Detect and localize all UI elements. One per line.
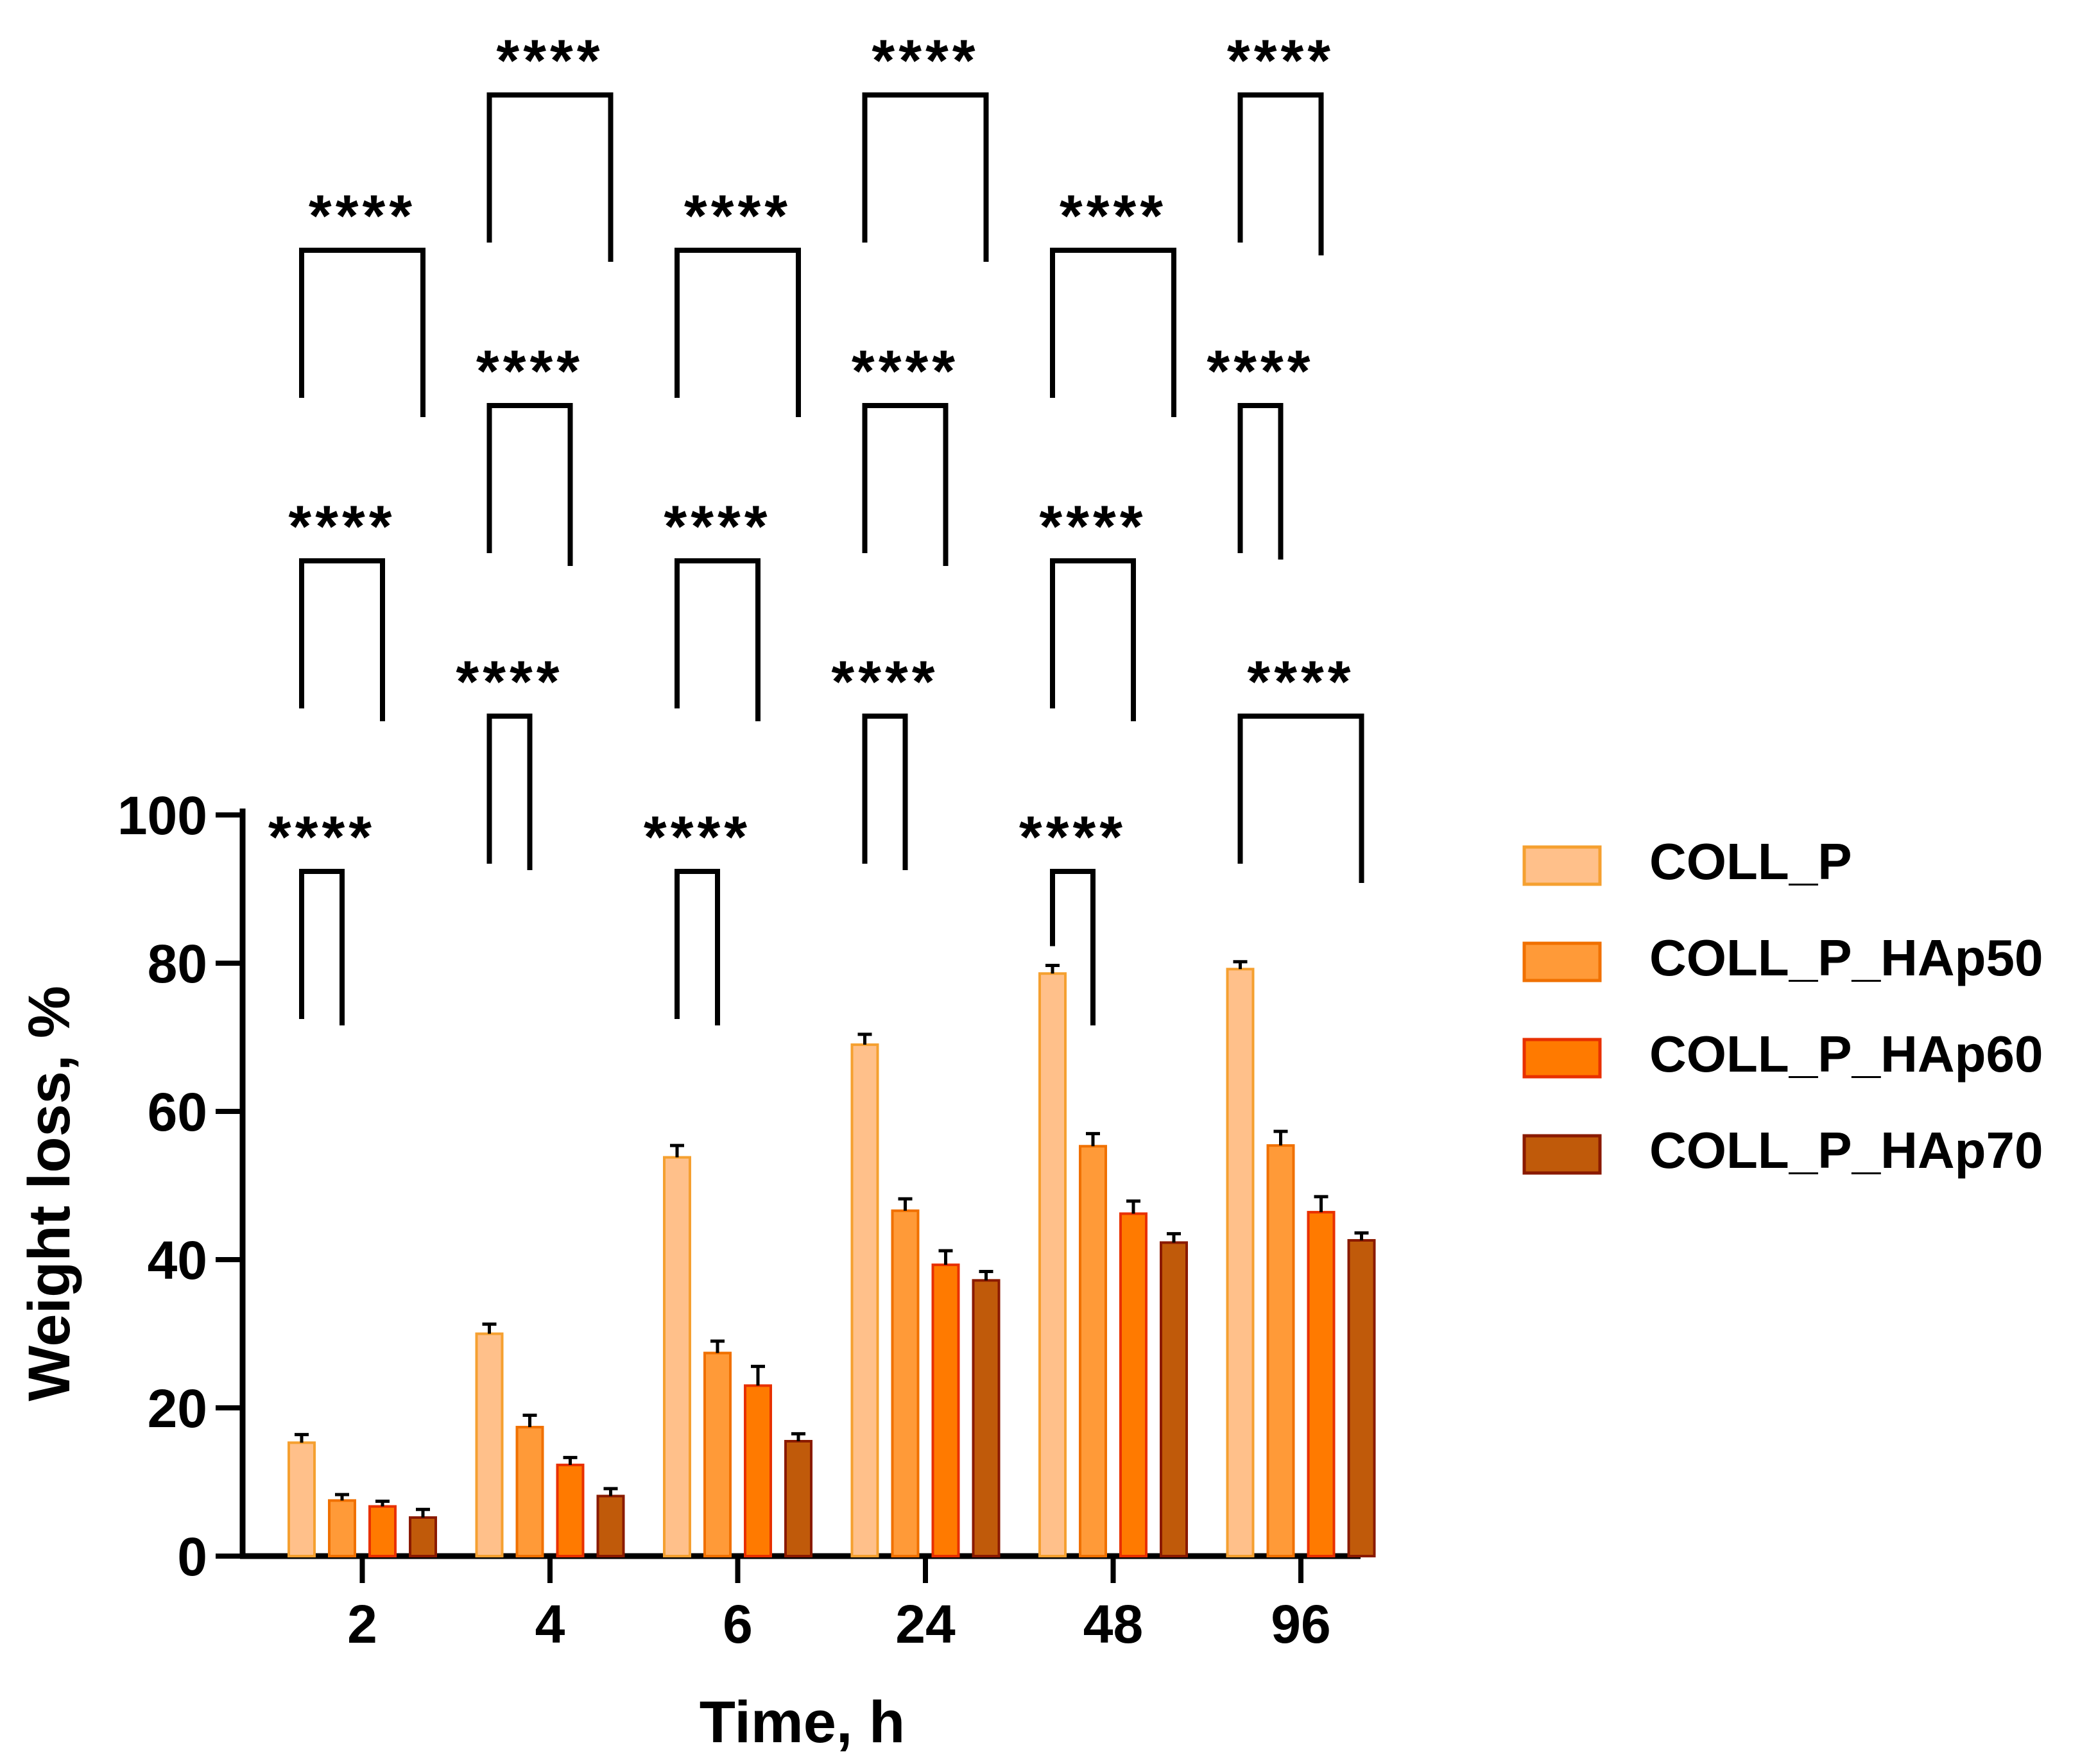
- significance-bracket: [486, 92, 614, 262]
- y-tick-label: 0: [177, 1527, 207, 1587]
- bar: [891, 1209, 920, 1557]
- bar: [1266, 1144, 1295, 1557]
- significance-label: ****: [1019, 805, 1126, 870]
- bar: [744, 1384, 772, 1558]
- y-tick-label: 60: [148, 1082, 207, 1142]
- legend: COLL_P COLL_P_HAp50 COLL_P_HAp60 COLL_P_HAp…: [1522, 833, 2043, 1179]
- bar: [784, 1439, 812, 1558]
- bar: [1038, 972, 1067, 1558]
- significance-label: ****: [1247, 649, 1354, 715]
- significance-bracket: [486, 403, 573, 566]
- x-axis-title: Time, h: [700, 1690, 905, 1755]
- legend-label: COLL_P_HAp50: [1649, 929, 2043, 986]
- bar: [703, 1351, 732, 1558]
- bar: [288, 1441, 316, 1557]
- bar: [972, 1279, 1001, 1557]
- significance-bracket: [862, 403, 949, 566]
- bar: [328, 1499, 356, 1557]
- significance-label: ****: [1039, 494, 1146, 560]
- bar: [1307, 1211, 1336, 1557]
- significance-bracket: [862, 92, 989, 262]
- significance-bracket: [299, 869, 345, 1025]
- significance-bracket: [1050, 558, 1136, 721]
- y-tick-label: 20: [148, 1378, 207, 1439]
- legend-label: COLL_P_HAp70: [1649, 1122, 2043, 1179]
- legend-swatch: [1522, 941, 1602, 982]
- bar: [1226, 968, 1255, 1557]
- significance-label: ****: [456, 649, 563, 715]
- significance-bracket: [1237, 403, 1284, 560]
- significance-label: ****: [1227, 28, 1334, 94]
- bar: [663, 1156, 691, 1557]
- legend-swatch: [1522, 1038, 1602, 1079]
- significance-label: ****: [852, 339, 959, 404]
- significance-bracket: [675, 248, 801, 417]
- significance-label: ****: [476, 339, 583, 404]
- bar: [368, 1505, 397, 1557]
- significance-bracket: [1050, 869, 1096, 1025]
- bar: [1119, 1212, 1147, 1557]
- x-tick-label: 4: [535, 1594, 565, 1654]
- significance-label: ****: [872, 28, 979, 94]
- y-tick-label: 80: [148, 934, 207, 994]
- bar: [931, 1263, 960, 1557]
- significance-bracket: [1237, 92, 1324, 255]
- significance-bracket: [862, 714, 908, 870]
- significance-bracket: [299, 558, 385, 721]
- bar: [1160, 1241, 1188, 1558]
- bar: [409, 1516, 437, 1557]
- bar: [596, 1494, 625, 1558]
- bar: [850, 1043, 879, 1558]
- legend-label: COLL_P_HAp60: [1649, 1025, 2043, 1083]
- x-tick-label: 24: [895, 1594, 956, 1654]
- significance-label: ****: [309, 184, 416, 249]
- legend-swatch: [1522, 1134, 1602, 1175]
- legend-swatch: [1522, 845, 1602, 886]
- significance-label: ****: [644, 805, 751, 870]
- significance-bracket: [1237, 714, 1364, 883]
- x-tick-label: 6: [723, 1594, 753, 1654]
- significance-bracket: [675, 558, 761, 721]
- significance-label: ****: [288, 494, 395, 560]
- significance-label: ****: [1060, 184, 1167, 249]
- significance-label: ****: [684, 184, 791, 249]
- x-tick-label: 2: [347, 1594, 377, 1654]
- bar: [1079, 1145, 1107, 1558]
- bars: [288, 968, 1376, 1558]
- y-axis-title: Weight loss, %: [17, 986, 82, 1401]
- y-tick-label: 40: [148, 1230, 207, 1290]
- error-bars: [295, 960, 1369, 1518]
- significance-bracket: [675, 869, 720, 1025]
- significance-bracket: [486, 714, 533, 870]
- significance-brackets: **** **** **** **** **** **** **** **** **** ****…: [268, 28, 1364, 1025]
- significance-label: ****: [496, 28, 603, 94]
- significance-label: ****: [664, 494, 771, 560]
- significance-label: ****: [831, 649, 938, 715]
- y-tick-label: 100: [117, 785, 207, 846]
- bar: [515, 1426, 544, 1558]
- significance-label: ****: [268, 805, 375, 870]
- x-tick-label: 96: [1271, 1594, 1330, 1654]
- x-tick-label: 48: [1083, 1594, 1143, 1654]
- significance-bracket: [1050, 248, 1176, 417]
- legend-label: COLL_P: [1649, 833, 1852, 890]
- bar: [556, 1463, 585, 1558]
- bar: [1347, 1238, 1376, 1557]
- significance-bracket: [299, 248, 425, 417]
- bar: [475, 1332, 504, 1557]
- significance-label: ****: [1207, 339, 1314, 404]
